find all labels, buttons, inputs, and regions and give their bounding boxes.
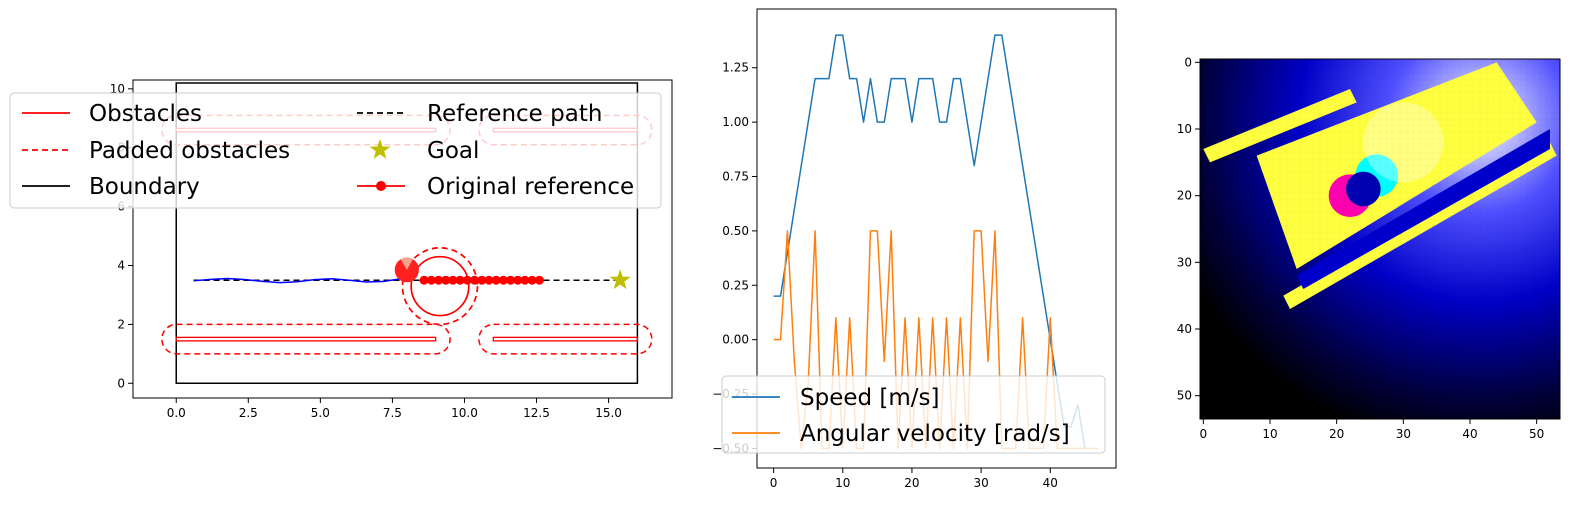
velocity-legend: Speed [m/s] Angular velocity [rad/s] [721, 375, 1106, 454]
legend-handle-goal [369, 139, 391, 159]
y-tick-label: 0.00 [722, 333, 749, 347]
image-axes-frame [1199, 58, 1561, 420]
padded-obstacle [478, 323, 653, 355]
original-reference-point [462, 275, 472, 285]
x-tick-label: 10 [835, 476, 850, 490]
y-tick-label: 0.25 [722, 278, 749, 292]
robot-body [394, 257, 419, 283]
map-axes-frame [132, 79, 673, 399]
legend-entry-label: Speed [m/s] [800, 385, 940, 411]
goal-star [609, 269, 631, 290]
x-tick-label: 0.0 [167, 406, 186, 420]
dynamic-obstacle [410, 255, 470, 317]
original-reference-point [455, 275, 465, 285]
velocity-legend-frame [721, 375, 1106, 454]
y-tick-label: 20 [1177, 189, 1192, 203]
x-tick-label: 0 [770, 476, 778, 490]
x-tick-label: 50 [1529, 427, 1544, 441]
legend-entry-label: Obstacles [89, 101, 202, 127]
padded-obstacle [161, 323, 451, 355]
original-reference-point [484, 275, 494, 285]
map-x-ticks: 0.0 2.5 5.0 7.5 10.0 12.5 15.0 [167, 398, 622, 420]
x-tick-label: 2.5 [239, 406, 258, 420]
x-tick-label: 12.5 [523, 406, 550, 420]
original-reference-point [477, 275, 487, 285]
legend-entry-label: Original reference [427, 174, 634, 200]
y-tick-label: 0.50 [722, 224, 749, 238]
image-plot-area [1200, 59, 1560, 419]
map-legend-frame [9, 92, 662, 209]
y-tick-label: 10 [1177, 122, 1192, 136]
x-tick-label: 20 [904, 476, 919, 490]
x-tick-label: 10.0 [451, 406, 478, 420]
x-tick-label: 40 [1462, 427, 1477, 441]
legend-entry-label: Angular velocity [rad/s] [800, 421, 1070, 447]
x-tick-label: 15.0 [595, 406, 622, 420]
legend-entry-label: Boundary [89, 174, 200, 200]
y-tick-label: 10 [110, 82, 125, 96]
image-y-ticks: 0 10 20 30 40 50 [1177, 55, 1200, 403]
image-x-ticks: 0 10 20 30 40 50 [1200, 419, 1544, 441]
velocity-x-ticks: 0 10 20 30 40 [770, 468, 1058, 490]
original-reference-point [419, 275, 429, 285]
x-tick-label: 30 [1396, 427, 1411, 441]
y-tick-label: 2 [117, 317, 125, 331]
image-panel: 0 10 20 30 40 50 0 10 20 30 40 50 [1177, 55, 1561, 441]
y-tick-label: 0 [1184, 55, 1192, 69]
map-legend: Obstacles Padded obstacles Boundary Referen… [9, 92, 662, 209]
velocity-axes-frame [756, 8, 1117, 469]
trajectory [193, 276, 413, 284]
original-reference-point [434, 275, 444, 285]
y-tick-label: 50 [1177, 389, 1192, 403]
y-tick-label: 30 [1177, 255, 1192, 269]
y-tick-label: 40 [1177, 322, 1192, 336]
original-reference-point [441, 275, 451, 285]
x-tick-label: 7.5 [383, 406, 402, 420]
image-pixel-grid [1200, 59, 1560, 419]
y-tick-label: 1.00 [722, 115, 749, 129]
original-reference-point [520, 275, 530, 285]
y-tick-label: 1.25 [722, 61, 749, 75]
obstacle [175, 336, 437, 342]
obstacle [492, 336, 639, 342]
original-reference-point [498, 275, 508, 285]
original-reference-point [426, 275, 436, 285]
x-tick-label: 30 [973, 476, 988, 490]
original-reference-point [491, 275, 501, 285]
x-tick-label: 0 [1200, 427, 1208, 441]
original-reference-point [534, 275, 544, 285]
original-reference-point [527, 275, 537, 285]
legend-entry-label: Padded obstacles [89, 138, 290, 164]
y-tick-label: 0.75 [722, 170, 749, 184]
x-tick-label: 10 [1262, 427, 1277, 441]
original-reference-point [448, 275, 458, 285]
speed-series-line [773, 34, 1086, 449]
x-tick-label: 40 [1043, 476, 1058, 490]
dynamic-obstacle-padded [401, 246, 479, 326]
x-tick-label: 20 [1329, 427, 1344, 441]
legend-entry-label: Reference path [427, 101, 602, 127]
original-reference-point [506, 275, 516, 285]
x-tick-label: 5.0 [311, 406, 330, 420]
y-tick-label: 4 [117, 259, 125, 273]
legend-entry-label: Goal [427, 138, 479, 164]
robot-heading-wedge [400, 257, 413, 270]
legend-handle-dot [376, 181, 386, 191]
original-reference-point [513, 275, 523, 285]
y-tick-label: 0 [117, 376, 125, 390]
